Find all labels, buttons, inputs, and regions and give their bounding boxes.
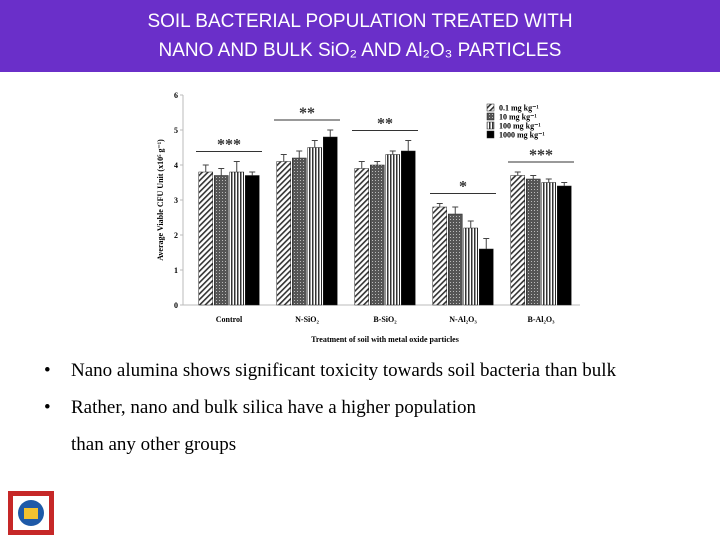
x-tick-label: B-SiO₂ (373, 315, 397, 324)
legend-label: 1000 mg kg⁻¹ (499, 131, 545, 140)
x-axis-label: Treatment of soil with metal oxide parti… (311, 335, 459, 344)
bar (307, 147, 322, 306)
y-tick-label: 0 (174, 301, 178, 310)
y-axis-label: Average Viable CFU Unit (x10⁵ g⁻¹) (156, 139, 165, 261)
legend-label: 100 mg kg⁻¹ (499, 122, 541, 131)
bar (292, 157, 307, 306)
y-tick-label: 3 (174, 196, 178, 205)
bar (432, 206, 447, 306)
bar (526, 178, 541, 306)
significance-label: *** (529, 147, 553, 164)
title-line: NANO AND BULK SiO₂ AND Al₂O₃ PARTICLES (158, 40, 562, 61)
bar (401, 150, 416, 306)
title-bar: SOIL BACTERIAL POPULATION TREATED WITH N… (0, 0, 720, 72)
legend-swatch (486, 103, 495, 112)
bar (229, 171, 244, 306)
significance-label: ** (377, 116, 393, 133)
y-tick-label: 6 (174, 91, 178, 100)
bar (510, 175, 525, 306)
bar (198, 171, 213, 306)
y-tick-label: 1 (174, 266, 178, 275)
legend-swatch (486, 121, 495, 130)
x-tick-label: N-SiO₂ (295, 315, 319, 324)
bar (385, 154, 400, 306)
bullet: • Nano alumina shows significant toxicity… (44, 360, 617, 381)
significance-label: *** (217, 137, 241, 154)
significance-label: ** (299, 105, 315, 122)
x-tick-label: Control (216, 315, 243, 324)
y-tick-label: 2 (174, 231, 178, 240)
y-tick-label: 5 (174, 126, 178, 135)
legend-swatch (486, 112, 495, 121)
bar (370, 164, 385, 306)
bar (557, 185, 572, 306)
legend-label: 0.1 mg kg⁻¹ (499, 104, 539, 113)
bar (479, 248, 494, 306)
bullet-text: Rather, nano and bulk silica have a high… (71, 397, 476, 418)
bullet: • Rather, nano and bulk silica have a hig… (44, 397, 476, 455)
bar (323, 136, 338, 306)
bullet-text: than any other groups (71, 434, 237, 455)
bar (214, 175, 229, 306)
bar (276, 161, 291, 306)
x-tick-label: B-Al₂O₃ (527, 315, 555, 324)
title-line: SOIL BACTERIAL POPULATION TREATED WITH (147, 11, 573, 32)
bar (245, 175, 260, 306)
significance-label: * (459, 179, 467, 196)
legend-label: 10 mg kg⁻¹ (499, 113, 537, 122)
bar (354, 168, 369, 306)
bar (463, 227, 478, 306)
bullet-text: Nano alumina shows significant toxicity … (71, 360, 617, 381)
y-tick-label: 4 (174, 161, 178, 170)
legend-swatch (486, 130, 495, 139)
x-tick-label: N-Al₂O₃ (449, 315, 477, 324)
bar (448, 213, 463, 306)
logo (8, 491, 54, 535)
bar (541, 182, 556, 306)
